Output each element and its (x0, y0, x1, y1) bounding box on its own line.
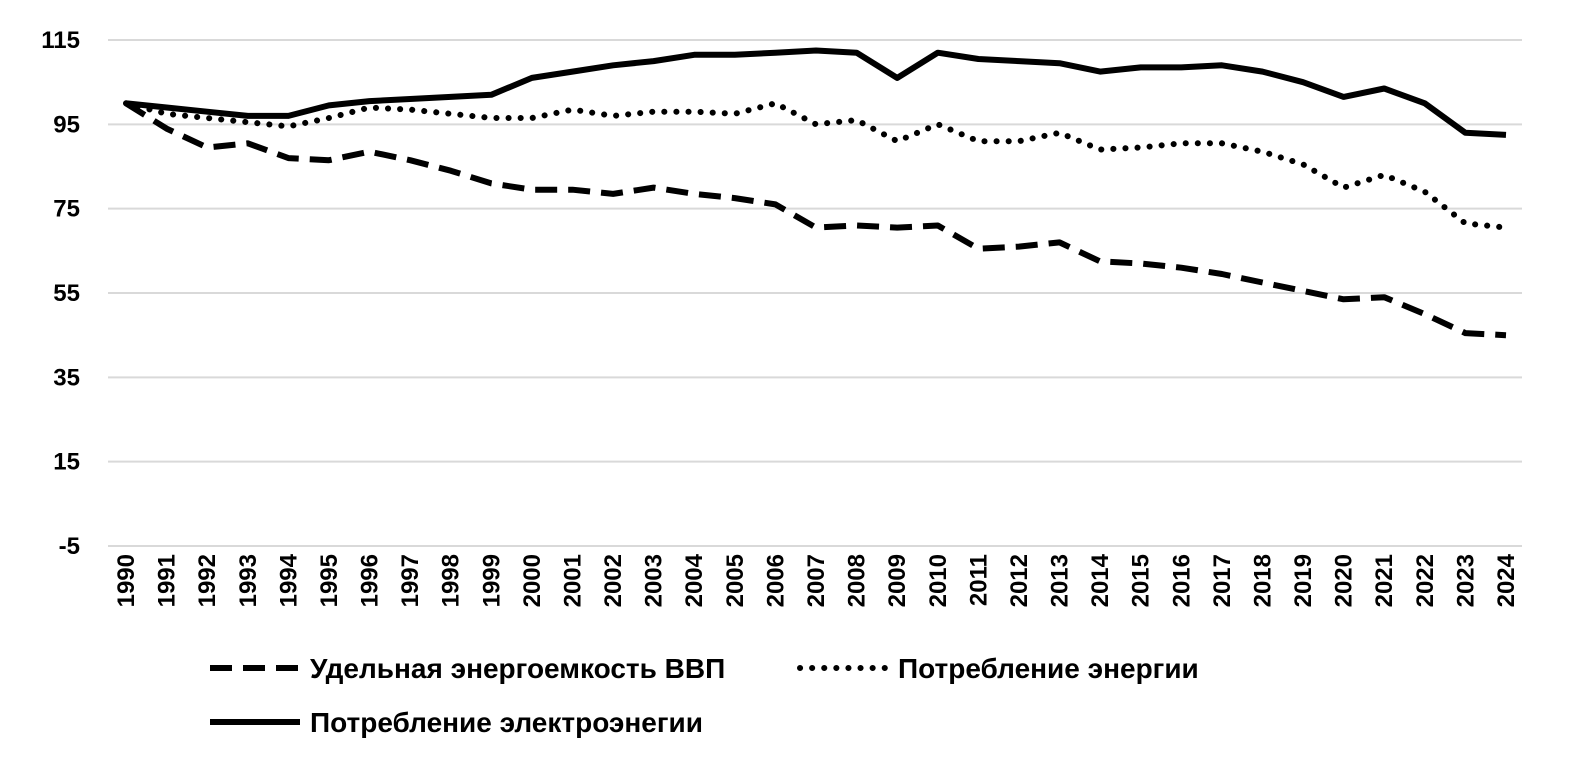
x-tick-label: 1992 (194, 554, 221, 607)
x-tick-label: 1997 (397, 554, 424, 607)
x-tick-label: 2022 (1412, 554, 1439, 607)
y-tick-label: -5 (59, 533, 80, 560)
x-tick-label: 1994 (275, 553, 302, 607)
y-tick-label: 35 (53, 364, 80, 391)
y-tick-label: 15 (53, 449, 80, 476)
x-tick-label: 1999 (478, 554, 505, 607)
series-line-energy-intensity (124, 100, 1507, 339)
x-tick-label: 2002 (600, 554, 627, 607)
y-tick-label: 55 (53, 280, 80, 307)
x-tick-label: 2021 (1371, 554, 1398, 607)
x-tick-label: 1990 (113, 554, 140, 607)
x-tick-label: 2020 (1331, 554, 1358, 607)
series-line-electricity-consumption (125, 47, 1507, 138)
x-tick-label: 2009 (884, 554, 911, 607)
x-tick-label: 2019 (1290, 554, 1317, 607)
legend-label-energy-consumption: Потребление энергии (898, 653, 1199, 684)
x-tick-label: 2013 (1047, 554, 1074, 607)
y-tick-label: 75 (53, 196, 80, 223)
y-tick-label: 115 (41, 27, 80, 54)
x-tick-label: 2017 (1209, 554, 1236, 607)
y-axis-ticks: -5 15 35 55 75 95 115 (41, 27, 80, 560)
series-lines (123, 47, 1509, 339)
x-tick-label: 2011 (965, 554, 992, 606)
x-tick-label: 1993 (235, 554, 262, 607)
x-tick-label: 2015 (1128, 554, 1155, 607)
x-tick-label: 2000 (519, 554, 546, 607)
legend-label-energy-intensity: Удельная энергоемкость ВВП (310, 653, 725, 684)
legend-label-electricity-consumption: Потребление электроэнегии (310, 707, 703, 738)
x-tick-label: 2010 (925, 554, 952, 607)
x-tick-label: 2007 (803, 554, 830, 607)
y-tick-label: 95 (53, 111, 80, 138)
x-tick-label: 2018 (1249, 554, 1276, 607)
x-tick-label: 2006 (762, 554, 789, 607)
x-tick-label: 2003 (641, 554, 668, 607)
x-tick-label: 2023 (1452, 554, 1479, 607)
x-tick-label: 1996 (357, 554, 384, 607)
x-tick-label: 1995 (316, 554, 343, 607)
x-tick-label: 2016 (1168, 554, 1195, 607)
x-tick-label: 2012 (1006, 554, 1033, 607)
x-tick-label: 2004 (681, 553, 708, 607)
x-tick-label: 1991 (154, 554, 181, 607)
x-tick-label: 2014 (1087, 553, 1114, 607)
x-tick-label: 2008 (844, 554, 871, 607)
x-tick-label: 2024 (1493, 553, 1520, 607)
x-tick-label: 1998 (438, 554, 465, 607)
series-line-energy-consumption (123, 100, 1509, 231)
x-tick-label: 2005 (722, 554, 749, 607)
legend: Удельная энергоемкость ВВП Потребление э… (210, 653, 1199, 738)
x-tick-label: 2001 (559, 554, 586, 607)
x-axis-ticks: 1990 1991 1992 1993 1994 1995 1996 1997 1998 1999… (113, 553, 1520, 607)
